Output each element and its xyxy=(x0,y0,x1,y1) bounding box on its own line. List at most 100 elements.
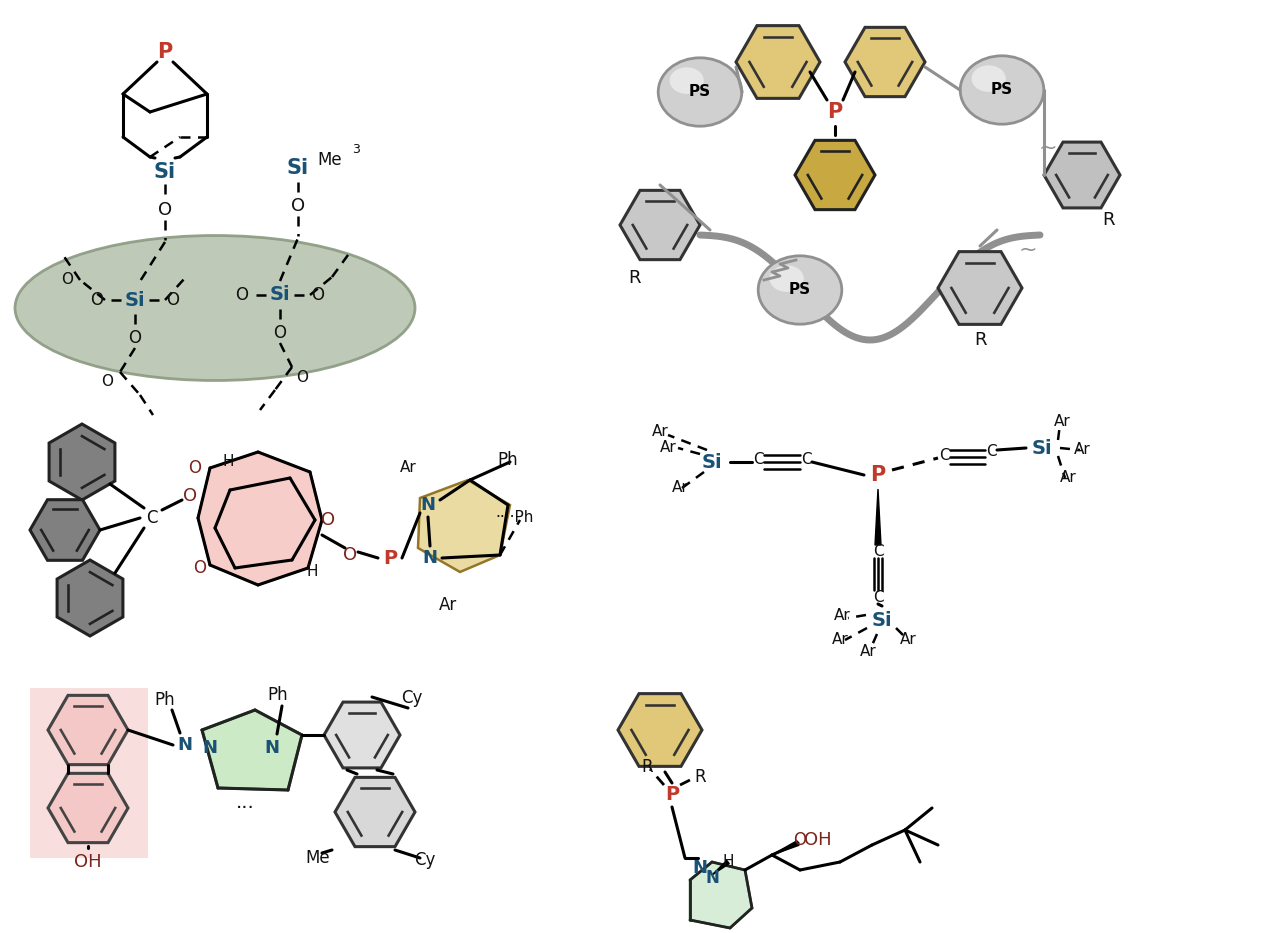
Ellipse shape xyxy=(758,256,842,324)
Text: OH: OH xyxy=(74,853,102,871)
Text: P: P xyxy=(383,549,397,567)
Text: O: O xyxy=(236,286,248,304)
Text: C: C xyxy=(146,509,157,527)
Text: N: N xyxy=(705,869,719,887)
Text: Ar: Ar xyxy=(439,596,457,614)
Text: R: R xyxy=(694,768,705,786)
Polygon shape xyxy=(29,688,148,858)
Text: P: P xyxy=(664,786,680,804)
Text: ~: ~ xyxy=(1019,240,1037,260)
Polygon shape xyxy=(324,703,399,768)
Polygon shape xyxy=(845,27,925,97)
Text: O: O xyxy=(166,291,179,309)
Text: N: N xyxy=(422,549,438,567)
Polygon shape xyxy=(58,560,123,636)
Text: Cy: Cy xyxy=(415,851,435,869)
Text: O: O xyxy=(343,546,357,564)
Polygon shape xyxy=(49,695,128,765)
Text: ···: ··· xyxy=(236,799,255,817)
Polygon shape xyxy=(736,25,820,98)
Text: Me: Me xyxy=(306,849,330,867)
Text: Ph: Ph xyxy=(268,686,288,704)
Text: O: O xyxy=(311,286,325,304)
Text: N: N xyxy=(421,496,435,514)
Text: R: R xyxy=(628,269,641,287)
Polygon shape xyxy=(198,452,323,585)
Text: O: O xyxy=(291,197,305,215)
Text: R: R xyxy=(974,331,987,349)
Polygon shape xyxy=(49,424,115,500)
Ellipse shape xyxy=(658,58,742,126)
Text: Ar: Ar xyxy=(832,633,849,648)
Ellipse shape xyxy=(669,67,704,94)
Polygon shape xyxy=(419,480,509,572)
Polygon shape xyxy=(772,841,799,855)
Text: H: H xyxy=(722,855,733,870)
Text: Ar: Ar xyxy=(860,645,877,660)
Text: P: P xyxy=(827,102,842,122)
Text: O: O xyxy=(91,291,104,309)
Text: O: O xyxy=(183,487,197,505)
Text: Ar: Ar xyxy=(1074,442,1091,457)
Text: Ar: Ar xyxy=(399,461,416,476)
Text: H: H xyxy=(223,454,234,469)
Polygon shape xyxy=(202,710,302,790)
Text: Si: Si xyxy=(154,162,177,182)
Polygon shape xyxy=(335,777,415,846)
Text: O: O xyxy=(188,459,201,477)
Text: C: C xyxy=(801,453,812,467)
Text: C: C xyxy=(873,591,883,606)
Text: Ar: Ar xyxy=(900,633,916,648)
Polygon shape xyxy=(690,862,753,928)
Text: Ar: Ar xyxy=(652,425,668,439)
Text: C: C xyxy=(986,444,996,459)
Text: Ph: Ph xyxy=(155,691,175,709)
Text: O: O xyxy=(296,369,308,384)
Text: PS: PS xyxy=(689,85,712,100)
Text: O: O xyxy=(157,201,172,219)
Text: OH: OH xyxy=(804,831,832,849)
Ellipse shape xyxy=(15,235,415,381)
Text: O: O xyxy=(101,374,113,389)
Polygon shape xyxy=(712,860,730,875)
Text: C: C xyxy=(873,545,883,560)
Text: Ar: Ar xyxy=(1053,414,1070,429)
Text: Si: Si xyxy=(287,158,308,178)
Text: N: N xyxy=(202,739,218,757)
Text: O: O xyxy=(193,559,206,577)
Text: O: O xyxy=(794,831,806,849)
Text: Si: Si xyxy=(124,290,146,310)
Text: R: R xyxy=(1102,211,1115,229)
Text: Si: Si xyxy=(872,610,892,630)
Text: N: N xyxy=(178,736,192,754)
Ellipse shape xyxy=(769,265,804,292)
Text: Ar: Ar xyxy=(672,480,689,495)
Text: Si: Si xyxy=(1032,439,1052,457)
Text: N: N xyxy=(692,859,708,877)
Polygon shape xyxy=(49,773,128,842)
Polygon shape xyxy=(618,693,701,766)
Polygon shape xyxy=(876,489,881,545)
Text: PS: PS xyxy=(991,82,1012,98)
Text: Ar: Ar xyxy=(659,440,676,455)
Text: C: C xyxy=(938,449,950,464)
Polygon shape xyxy=(1044,142,1120,208)
Text: C: C xyxy=(753,453,763,467)
Text: P: P xyxy=(870,465,886,485)
Text: 3: 3 xyxy=(352,143,360,156)
Text: Cy: Cy xyxy=(402,689,422,707)
Text: Ph: Ph xyxy=(498,451,518,469)
Text: Ar: Ar xyxy=(1060,470,1076,485)
Text: R: R xyxy=(641,758,653,776)
Text: P: P xyxy=(157,42,173,62)
Text: PS: PS xyxy=(788,283,812,298)
Text: ····Ph: ····Ph xyxy=(495,510,534,525)
Text: O: O xyxy=(128,329,142,347)
Polygon shape xyxy=(620,190,700,259)
Polygon shape xyxy=(938,252,1021,325)
Ellipse shape xyxy=(972,65,1006,91)
Text: Ar: Ar xyxy=(833,607,850,622)
Text: O: O xyxy=(61,272,73,287)
Text: Si: Si xyxy=(701,453,722,471)
Ellipse shape xyxy=(960,56,1043,124)
